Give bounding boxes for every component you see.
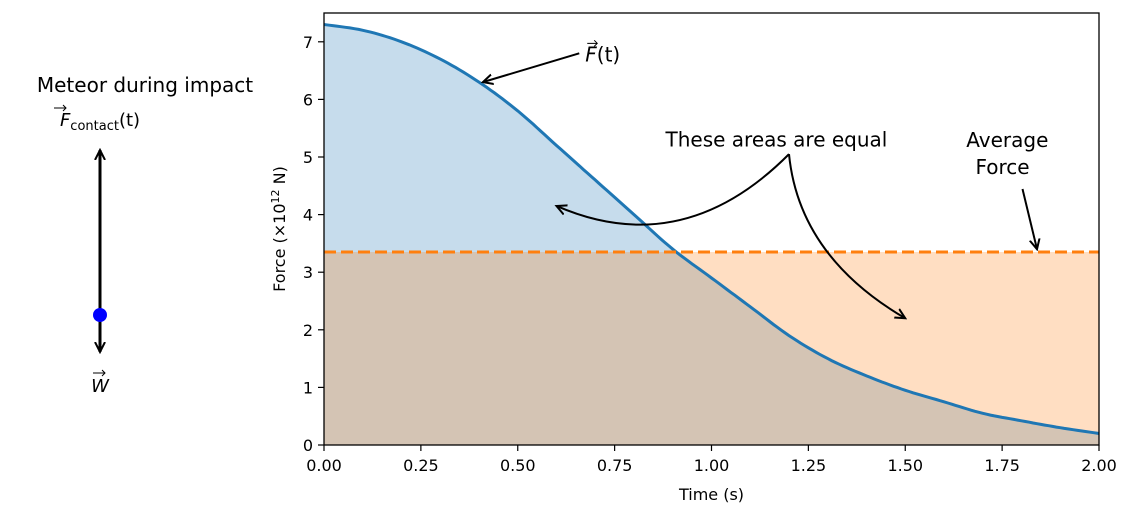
y-axis-label-prefix: Force (×10 [270, 203, 289, 291]
x-tick-label: 1.00 [694, 456, 730, 475]
curve-label-symbol: F [585, 42, 597, 66]
areas-arrow-left [557, 153, 790, 226]
meteor-dot [93, 308, 107, 322]
weight-vector-accent [93, 369, 106, 377]
areas-arrow-right [788, 154, 905, 318]
x-tick-label: 0.50 [500, 456, 536, 475]
curve-label: F(t) [585, 42, 620, 66]
areas-equal-annotation: These areas are equal [665, 128, 888, 152]
average-force-annotation-line2: Force [975, 155, 1029, 179]
area-fills [324, 24, 1099, 445]
x-tick-label: 0.75 [597, 456, 633, 475]
diagram-title: Meteor during impact [37, 73, 253, 97]
contact-force-suffix: (t) [119, 110, 140, 131]
y-tick-label: 0 [303, 436, 313, 455]
contact-force-label: Fcontact(t) [60, 110, 140, 134]
x-tick-label: 0.00 [306, 456, 342, 475]
average-force-arrow [1021, 188, 1038, 249]
x-tick-label: 2.00 [1081, 456, 1117, 475]
plot-area: 0.00 0.25 0.50 0.75 1.00 1.25 1.50 1.75 2.00 012… [269, 12, 1117, 504]
y-axis-label: Force (×1012 N) [269, 166, 289, 292]
curve-vector-accent [587, 39, 598, 47]
weight-label: W [91, 376, 110, 397]
x-tick-label: 0.25 [403, 456, 439, 475]
x-tick-label: 1.50 [887, 456, 923, 475]
contact-force-subscript: contact [70, 119, 119, 134]
y-tick-label: 3 [303, 263, 313, 282]
x-tick-label: 1.25 [791, 456, 827, 475]
contact-vector-accent [54, 104, 67, 112]
fill-above-average [324, 24, 1099, 253]
y-axis-label-exponent: 12 [269, 189, 282, 203]
y-tick-label: 2 [303, 321, 313, 340]
y-tick-label: 6 [303, 90, 313, 109]
average-force-annotation: Average Force [966, 128, 1055, 179]
y-axis-label-suffix: N) [270, 166, 289, 189]
y-axis-ticks: 0 1 2 3 4 5 6 7 [303, 33, 324, 455]
y-tick-label: 4 [303, 206, 313, 225]
x-axis-ticks: 0.00 0.25 0.50 0.75 1.00 1.25 1.50 1.75 2.00 [306, 445, 1117, 475]
x-axis-label: Time (s) [678, 485, 744, 504]
curve-label-arrow [483, 52, 580, 82]
average-force-annotation-line1: Average [966, 128, 1048, 152]
y-tick-label: 7 [303, 33, 313, 52]
force-curve [323, 23, 1100, 435]
curve-label-suffix: (t) [597, 42, 620, 66]
x-tick-label: 1.75 [984, 456, 1020, 475]
free-body-diagram: Meteor during impact Fcontact(t) W [37, 73, 253, 397]
fill-overlap [324, 252, 1099, 445]
y-tick-label: 5 [303, 148, 313, 167]
y-tick-label: 1 [303, 378, 313, 397]
contact-force-symbol: F [60, 110, 71, 131]
fill-below-average [324, 252, 1099, 434]
